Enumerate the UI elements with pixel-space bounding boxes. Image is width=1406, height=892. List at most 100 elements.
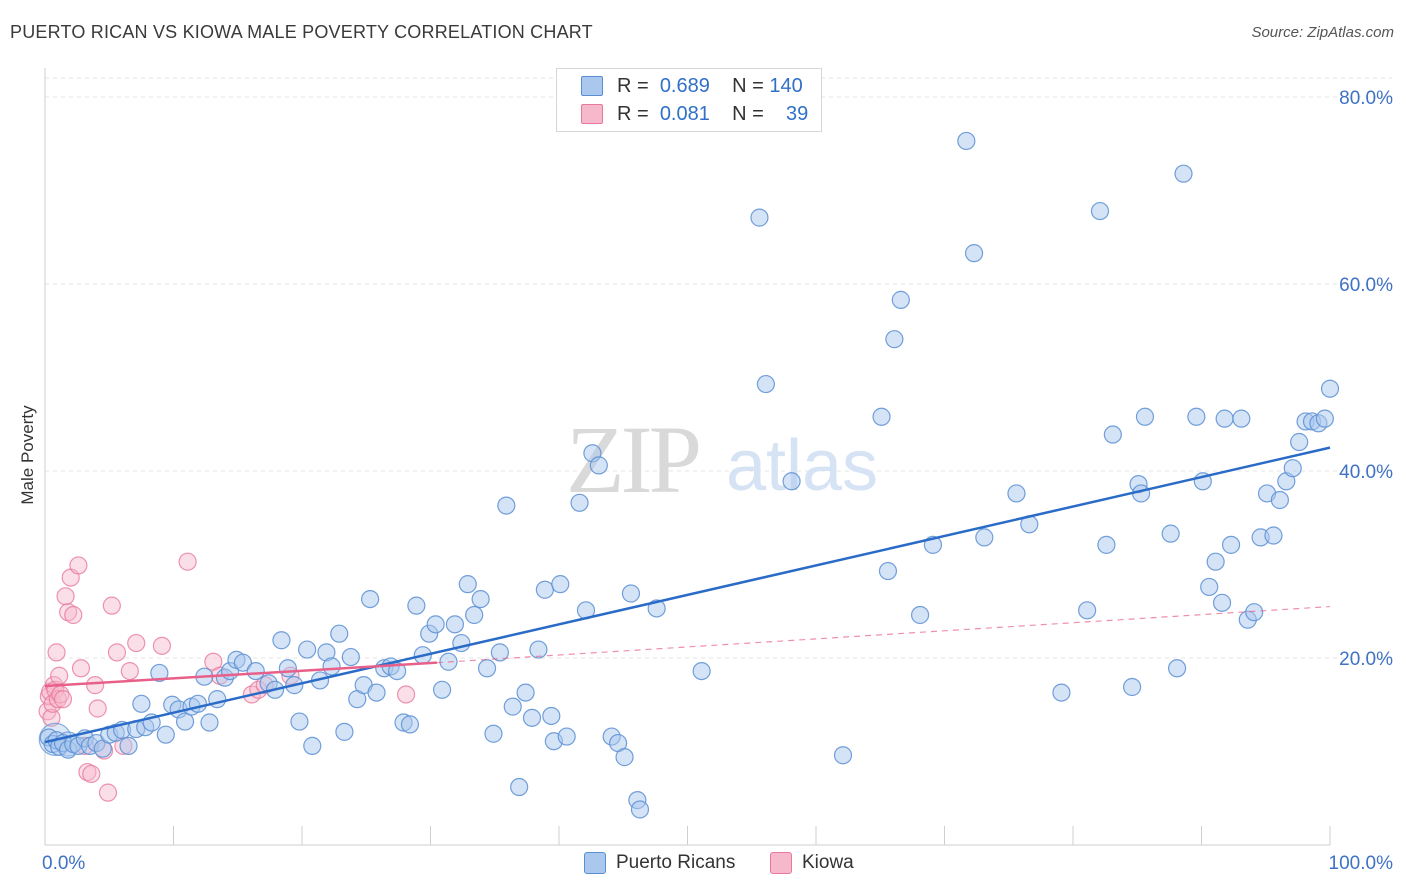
puerto-rican-point xyxy=(175,712,195,731)
puerto-rican-point xyxy=(1315,409,1334,428)
blue-swatch-icon xyxy=(581,76,603,96)
puerto-rican-point xyxy=(1097,535,1116,554)
kiowa-point xyxy=(127,633,146,653)
puerto-rican-point xyxy=(119,736,138,755)
puerto-rican-trend-line xyxy=(44,446,1331,744)
kiowa-point xyxy=(53,690,73,709)
puerto-rican-point xyxy=(891,290,910,309)
kiowa-point xyxy=(98,783,118,802)
puerto-rican-point xyxy=(910,605,930,625)
puerto-rican-point xyxy=(589,456,608,475)
puerto-rican-point xyxy=(529,640,548,659)
puerto-rican-point xyxy=(156,725,175,744)
puerto-rican-point xyxy=(1320,379,1340,398)
kiowa-point xyxy=(47,643,66,662)
gridlines xyxy=(45,77,1392,659)
puerto-rican-point xyxy=(535,580,554,599)
chart-title: PUERTO RICAN VS KIOWA MALE POVERTY CORRE… xyxy=(10,22,593,42)
puerto-rican-point xyxy=(1290,432,1309,452)
watermark-atlas: atlas xyxy=(726,426,878,506)
puerto-rican-point xyxy=(1052,683,1071,702)
y-tick-label: 40.0% xyxy=(1339,462,1393,483)
puerto-rican-point xyxy=(1090,201,1110,221)
x-tick-label: 0.0% xyxy=(42,853,85,874)
legend-row-kiowa: R = 0.081 N = 39 xyxy=(581,101,808,127)
puerto-rican-point xyxy=(1264,526,1283,545)
kiowa-point xyxy=(396,685,416,704)
axes xyxy=(44,68,1331,846)
puerto-rican-point xyxy=(756,374,775,394)
puerto-rican-point xyxy=(557,727,576,746)
puerto-rican-point xyxy=(445,615,465,634)
puerto-rican-point xyxy=(885,330,904,349)
kiowa-point xyxy=(56,587,75,606)
puerto-rican-point xyxy=(975,528,994,547)
legend-series-name: Puerto Ricans xyxy=(616,852,736,873)
puerto-rican-point xyxy=(964,244,984,263)
kiowa-point xyxy=(120,661,139,681)
puerto-rican-point xyxy=(1245,603,1264,622)
kiowa-trend-line xyxy=(44,661,437,688)
kiowa-point xyxy=(82,764,101,784)
puerto-rican-point xyxy=(1187,407,1206,426)
puerto-rican-point xyxy=(1174,164,1193,183)
puerto-rican-point xyxy=(1161,524,1180,543)
y-tick-label: 60.0% xyxy=(1339,275,1393,296)
legend-n-value: 140 xyxy=(769,74,803,97)
puerto-rican-point xyxy=(1200,577,1219,597)
pink-swatch-icon xyxy=(581,104,603,124)
legend-n-label: N = xyxy=(732,102,764,125)
puerto-rican-point xyxy=(132,694,151,713)
puerto-rican-point xyxy=(957,131,976,151)
legend-series-name: Kiowa xyxy=(802,852,854,873)
y-tick-label: 20.0% xyxy=(1339,649,1393,670)
puerto-rican-point xyxy=(1270,490,1289,510)
legend-row-puerto-ricans: R = 0.689 N = 140 xyxy=(581,73,803,99)
puerto-rican-point xyxy=(570,493,589,512)
puerto-rican-point xyxy=(872,407,891,426)
legend-r-value: 0.689 xyxy=(659,74,710,97)
puerto-rican-point xyxy=(542,706,561,726)
puerto-rican-point xyxy=(1167,659,1187,678)
legend-r-value: 0.081 xyxy=(659,102,710,125)
puerto-rican-point xyxy=(1212,593,1232,612)
kiowa-point xyxy=(178,552,197,571)
legend-r-label: R = xyxy=(617,102,649,125)
puerto-rican-point xyxy=(551,575,570,594)
puerto-rican-point xyxy=(522,708,542,727)
puerto-rican-point xyxy=(1283,459,1302,478)
puerto-rican-point xyxy=(341,647,360,667)
puerto-rican-point xyxy=(692,661,711,681)
puerto-rican-point xyxy=(477,659,497,678)
puerto-rican-point xyxy=(246,661,265,681)
puerto-rican-point xyxy=(1206,552,1225,571)
puerto-rican-point xyxy=(290,712,309,731)
puerto-rican-point xyxy=(503,697,522,716)
puerto-rican-point xyxy=(298,640,317,659)
puerto-rican-point xyxy=(200,713,219,732)
puerto-rican-point xyxy=(621,584,641,603)
puerto-rican-point xyxy=(510,777,529,797)
puerto-rican-point xyxy=(432,680,452,699)
puerto-rican-point xyxy=(878,561,898,581)
puerto-rican-point xyxy=(615,748,634,767)
puerto-rican-point xyxy=(335,722,354,741)
puerto-rican-point xyxy=(303,736,322,755)
puerto-rican-point xyxy=(1103,425,1122,444)
kiowa-point xyxy=(86,676,105,695)
kiowa-point xyxy=(69,556,88,575)
puerto-rican-point xyxy=(367,683,386,702)
kiowa-point xyxy=(107,643,127,662)
puerto-rican-point xyxy=(782,472,801,491)
puerto-rican-point xyxy=(1232,409,1251,428)
kiowa-trend-extension xyxy=(436,605,1331,664)
kiowa-point xyxy=(152,636,172,655)
puerto-rican-point xyxy=(400,715,420,734)
puerto-rican-point xyxy=(407,596,426,615)
puerto-rican-point xyxy=(150,663,169,683)
puerto-rican-point xyxy=(330,624,349,643)
legend-item-puerto-ricans: Puerto Ricans xyxy=(584,852,735,874)
puerto-rican-point xyxy=(1123,677,1142,697)
puerto-rican-point xyxy=(484,724,503,743)
puerto-rican-point xyxy=(750,208,769,227)
